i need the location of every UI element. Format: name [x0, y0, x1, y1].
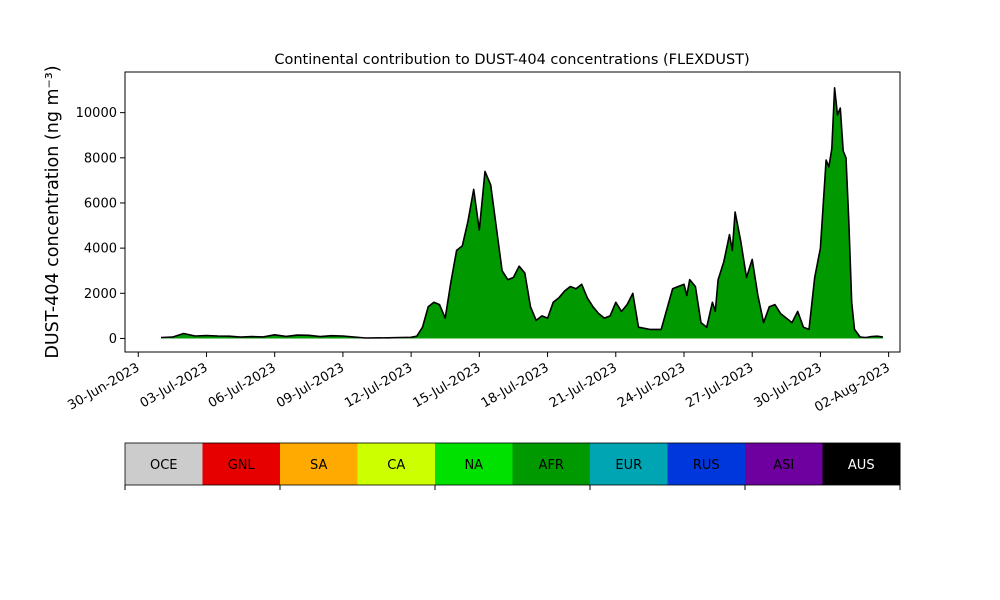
- legend-label-oce: OCE: [150, 458, 178, 473]
- legend-label-na: NA: [464, 458, 483, 473]
- legend-label-gnl: GNL: [228, 458, 256, 473]
- x-axis: 30-Jun-202303-Jul-202306-Jul-202309-Jul-…: [65, 352, 893, 416]
- y-tick-label: 2000: [84, 287, 117, 302]
- legend-label-eur: EUR: [615, 458, 642, 473]
- legend-swatch-asi: [745, 443, 823, 485]
- x-tick-label: 06-Jul-2023: [206, 360, 279, 411]
- y-axis-label: DUST-404 concentration (ng m⁻³): [43, 65, 63, 358]
- x-tick-label: 15-Jul-2023: [411, 360, 484, 411]
- x-tick-label: 02-Aug-2023: [812, 360, 892, 415]
- legend-label-ca: CA: [387, 458, 405, 473]
- x-tick-label: 30-Jun-2023: [65, 360, 142, 413]
- legend-swatch-gnl: [202, 443, 281, 485]
- legend-swatch-sa: [280, 443, 358, 485]
- legend-swatch-aus: [822, 443, 901, 485]
- x-tick-label: 27-Jul-2023: [683, 360, 756, 411]
- legend-label-asi: ASI: [773, 458, 794, 473]
- x-tick-label: 21-Jul-2023: [547, 360, 620, 411]
- x-tick-label: 24-Jul-2023: [615, 360, 688, 411]
- y-tick-label: 6000: [84, 196, 117, 211]
- legend-frame: [124, 442, 901, 486]
- legend-label-sa: SA: [310, 458, 327, 473]
- legend-label-afr: AFR: [539, 458, 564, 473]
- legend-label-rus: RUS: [693, 458, 720, 473]
- y-tick-label: 8000: [84, 151, 117, 166]
- legend-swatch-ca: [357, 443, 436, 485]
- y-axis: 0 2000 4000 6000 8000 10000: [76, 106, 125, 347]
- chart-title: Continental contribution to DUST-404 con…: [274, 52, 749, 68]
- legend-swatch-rus: [667, 443, 746, 485]
- stacked-areas: [160, 87, 884, 339]
- plot-area: [124, 71, 901, 353]
- y-tick-label: 10000: [76, 106, 117, 121]
- total-outline: [160, 87, 884, 339]
- x-tick-label: 12-Jul-2023: [342, 360, 415, 411]
- legend-swatch-afr: [512, 443, 591, 485]
- legend-swatch-eur: [590, 443, 668, 485]
- x-tick-label: 03-Jul-2023: [138, 360, 211, 411]
- legend-swatch-oce: [125, 443, 203, 485]
- area-afr: [161, 87, 883, 339]
- plot-frame: [124, 71, 901, 353]
- legend-swatch-na: [435, 443, 513, 485]
- y-tick-label: 0: [109, 332, 117, 347]
- x-tick-label: 18-Jul-2023: [479, 360, 552, 411]
- y-tick-label: 4000: [84, 242, 117, 257]
- region-colorbar-legend: OCE GNL SA CA NA AFR EUR RUS ASI AUS: [124, 442, 901, 490]
- legend-label-aus: AUS: [848, 458, 875, 473]
- x-tick-label: 09-Jul-2023: [274, 360, 347, 411]
